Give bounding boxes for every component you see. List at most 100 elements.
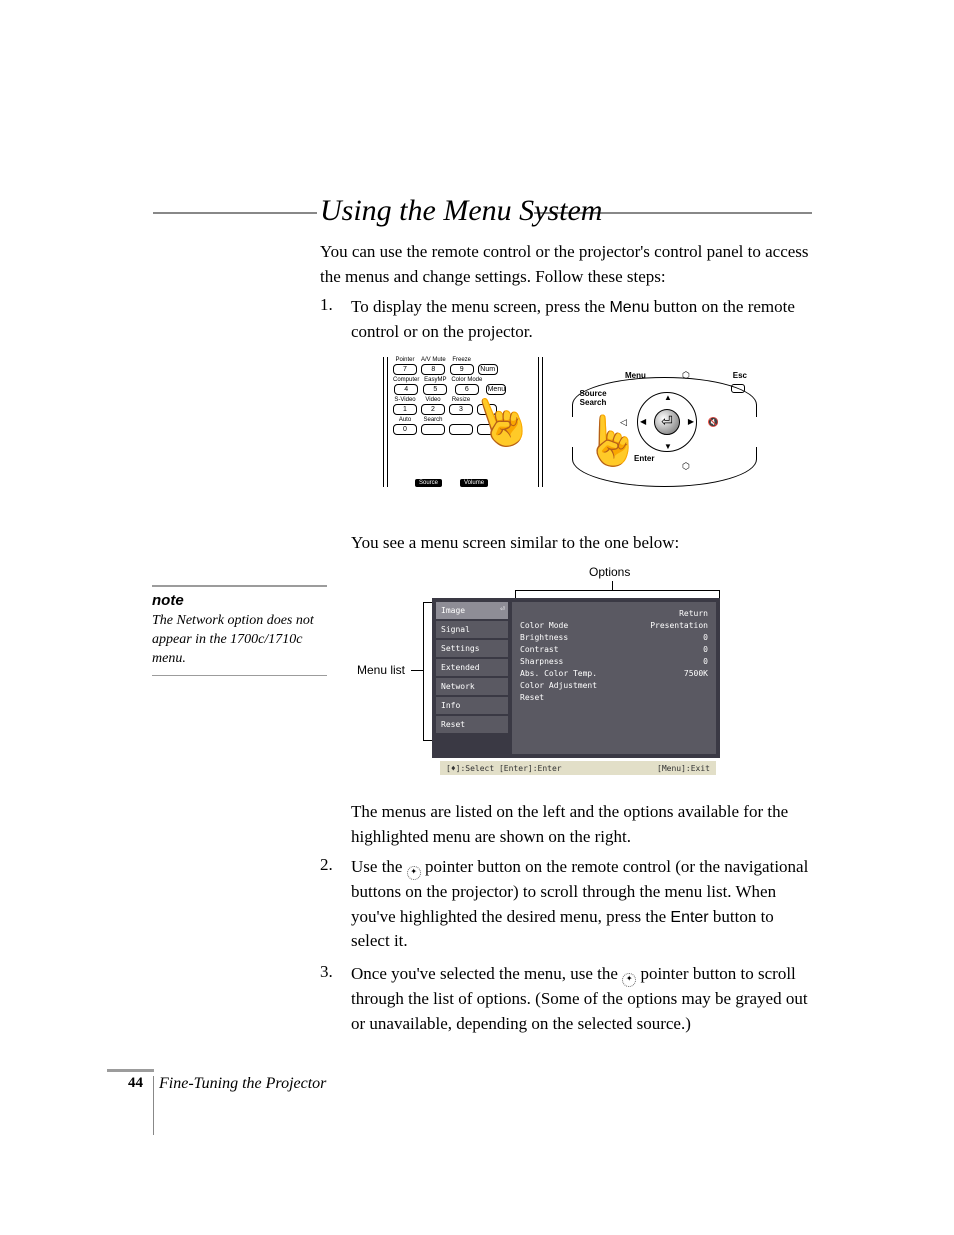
- remote-label-computer: Computer: [393, 377, 419, 383]
- callout-menulist-line-h: [411, 670, 423, 671]
- menu-bottom-right: [Menu]:Exit: [657, 764, 710, 773]
- opt-sharpness: Sharpness0: [520, 656, 708, 668]
- menu-left-list: Image Signal Settings Extended Network I…: [432, 598, 512, 758]
- dpad-arrow-right: ▶: [688, 417, 694, 426]
- projector-panel-diagram: Menu ⬡ Esc Source Search ◁ 🔇 ⬡ ▲ ▼ ◀ ▶ ⏎…: [572, 357, 757, 487]
- step1-a: To display the menu screen, press the: [351, 297, 609, 316]
- dpad-enter-button: ⏎: [654, 409, 680, 435]
- opt-contrast: Contrast0: [520, 644, 708, 656]
- remote-btn-num: Num: [478, 364, 498, 375]
- remote-btn-blank-a: [421, 424, 445, 435]
- footer-chapter-title: Fine-Tuning the Projector: [159, 1075, 326, 1093]
- step1-after-text: You see a menu screen similar to the one…: [351, 531, 811, 556]
- callout-options-line-h: [515, 590, 720, 591]
- dpad-arrow-up: ▲: [664, 393, 672, 402]
- menu-item-network: Network: [436, 678, 508, 695]
- footer-page-number: 44: [128, 1075, 143, 1092]
- note-body-text: The Network option does not appear in th…: [152, 612, 327, 669]
- remote-label-search: Search: [423, 417, 442, 423]
- step3-a: Once you've selected the menu, use the: [351, 964, 622, 983]
- callout-menulist: Menu list: [357, 663, 405, 677]
- pointer-icon: ✦: [622, 973, 636, 987]
- remote-label-auto: Auto: [399, 417, 411, 423]
- step2-a: Use the: [351, 857, 407, 876]
- step1-text: To display the menu screen, press the Me…: [351, 295, 811, 344]
- note-heading: note: [152, 592, 327, 609]
- pointer-icon: ✦: [407, 866, 421, 880]
- menu-right-options: Return Color ModePresentation Brightness…: [512, 602, 716, 754]
- intro-text: You can use the remote control or the pr…: [320, 240, 812, 289]
- menu-button-ref: Menu: [609, 299, 649, 316]
- menu-bottom-left: [♦]:Select [Enter]:Enter: [446, 764, 562, 773]
- panel-dpad: ▲ ▼ ◀ ▶ ⏎: [637, 392, 697, 452]
- note-rule-top: [152, 585, 327, 587]
- menu-item-info: Info: [436, 697, 508, 714]
- menu-body: Image Signal Settings Extended Network I…: [432, 598, 720, 758]
- vol-right-icon: 🔇: [708, 417, 719, 428]
- step3-text: Once you've selected the menu, use the ✦…: [351, 962, 816, 1036]
- remote-btn-7: 7: [393, 364, 417, 375]
- step3-number: 3.: [320, 962, 333, 982]
- menu-item-settings: Settings: [436, 640, 508, 657]
- enter-arrow-icon: ⏎: [661, 414, 673, 431]
- remote-label-colormode: Color Mode: [451, 377, 482, 383]
- opt-colormode: Color ModePresentation: [520, 620, 708, 632]
- remote-bottom-volume: Volume: [460, 479, 488, 487]
- menu-item-reset: Reset: [436, 716, 508, 733]
- remote-btn-5: 5: [423, 384, 447, 395]
- remote-label-video: Video: [425, 397, 440, 403]
- remote-label-easymp: EasyMP: [424, 377, 446, 383]
- remote-frame-right: [542, 357, 543, 487]
- remote-label-svideo: S-Video: [394, 397, 415, 403]
- remote-bottom-labels: Source Volume: [415, 479, 488, 487]
- remote-row1: Pointer7 A/V Mute8 Freeze9 Num: [393, 357, 533, 375]
- note-box: note The Network option does not appear …: [152, 585, 327, 681]
- dpad-arrow-down: ▼: [664, 442, 672, 451]
- remote-btn-1: 1: [393, 404, 417, 415]
- remote-btn-4: 4: [394, 384, 418, 395]
- remote-btn-6: 6: [455, 384, 479, 395]
- panel-esc-button: [731, 384, 745, 393]
- menu-bottom-bar: [♦]:Select [Enter]:Enter [Menu]:Exit: [440, 761, 716, 775]
- remote-btn-blank-b: [449, 424, 473, 435]
- menu-screenshot: Image Signal Settings Extended Network I…: [432, 595, 720, 775]
- remote-label-freeze: Freeze: [452, 357, 471, 363]
- remote-frame-left2: [387, 357, 388, 487]
- callout-options: Options: [589, 565, 630, 579]
- opt-brightness: Brightness0: [520, 632, 708, 644]
- menu-item-image: Image: [436, 602, 508, 619]
- remote-bottom-source: Source: [415, 479, 442, 487]
- remote-frame-right2: [538, 357, 539, 487]
- remote-btn-2: 2: [421, 404, 445, 415]
- hand-icon: ☝: [582, 412, 642, 469]
- callout-menulist-line-v: [423, 602, 424, 740]
- remote-btn-0: 0: [393, 424, 417, 435]
- keystone-down-icon: ⬡: [682, 461, 690, 472]
- remote-frame-left: [383, 357, 384, 487]
- opt-colortemp: Abs. Color Temp.7500K: [520, 668, 708, 680]
- remote-btn-8: 8: [421, 364, 445, 375]
- footer-vline: [153, 1076, 154, 1135]
- opt-return: Return: [520, 608, 708, 620]
- heading-rule-left: [153, 212, 317, 214]
- step2-text: Use the ✦ pointer button on the remote c…: [351, 855, 816, 954]
- opt-coloradj: Color Adjustment: [520, 680, 708, 692]
- remote-control-diagram: Pointer7 A/V Mute8 Freeze9 Num Computer4…: [383, 357, 543, 487]
- page: Using the Menu System You can use the re…: [0, 0, 954, 1235]
- step1-number: 1.: [320, 295, 333, 315]
- opt-reset: Reset: [520, 692, 708, 704]
- page-heading: Using the Menu System: [320, 194, 602, 228]
- panel-source-label: Source Search: [574, 389, 612, 407]
- enter-button-ref: Enter: [670, 909, 708, 926]
- note-rule-bottom: [152, 675, 327, 676]
- remote-btn-9: 9: [450, 364, 474, 375]
- menu-item-extended: Extended: [436, 659, 508, 676]
- remote-label-avmute: A/V Mute: [421, 357, 446, 363]
- menu-item-signal: Signal: [436, 621, 508, 638]
- panel-menu-label: Menu: [625, 371, 646, 380]
- footer-rule: [107, 1069, 154, 1072]
- step1-after2-text: The menus are listed on the left and the…: [351, 800, 811, 849]
- keystone-up-icon: ⬡: [682, 370, 690, 381]
- step2-number: 2.: [320, 855, 333, 875]
- panel-esc-label: Esc: [733, 371, 747, 380]
